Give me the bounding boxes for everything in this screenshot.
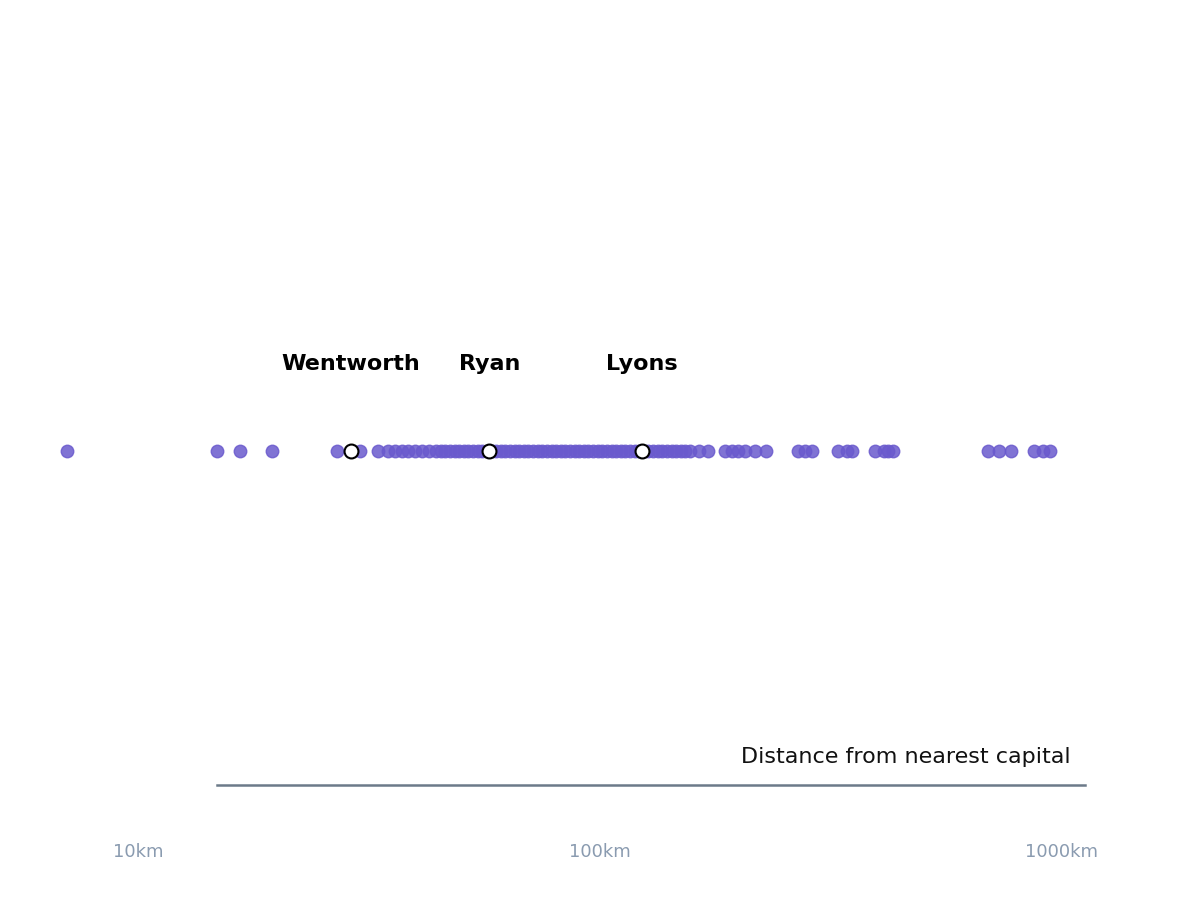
Text: 100km: 100km xyxy=(569,843,631,861)
Text: 10km: 10km xyxy=(113,843,163,861)
Text: Ryan: Ryan xyxy=(458,354,520,374)
Text: Lyons: Lyons xyxy=(606,354,677,374)
Text: Wentworth: Wentworth xyxy=(281,354,420,374)
Text: 1000km: 1000km xyxy=(1025,843,1098,861)
Text: Distance from nearest capital: Distance from nearest capital xyxy=(742,747,1070,767)
